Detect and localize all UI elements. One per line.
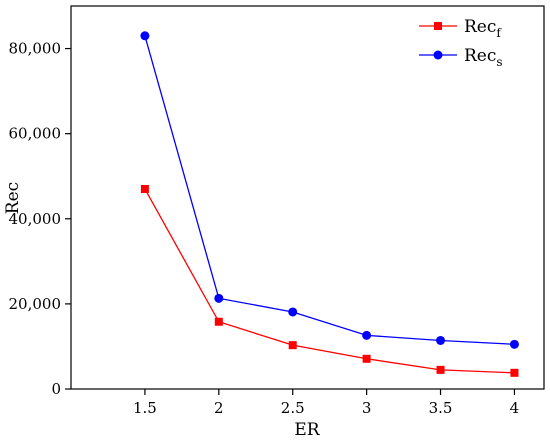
data-point — [510, 368, 519, 377]
x-tick-label: 1.5 — [133, 399, 157, 417]
legend-item: Recs — [419, 46, 503, 69]
data-point — [436, 365, 445, 374]
y-tick-label: 80,000 — [9, 40, 62, 58]
data-point — [214, 317, 223, 326]
legend-label: Recf — [464, 17, 502, 40]
legend-label-main: Rec — [464, 17, 496, 37]
series-s — [140, 31, 519, 349]
series-layer — [140, 31, 519, 377]
y-tick-label: 60,000 — [9, 125, 62, 143]
x-tick-label: 3 — [362, 399, 372, 417]
data-point — [436, 335, 446, 345]
series-line — [144, 35, 515, 345]
data-point — [362, 330, 372, 340]
data-point — [214, 293, 224, 303]
series-line — [144, 188, 515, 374]
y-tick-label: 0 — [51, 380, 61, 398]
x-tick-label: 4 — [510, 399, 520, 417]
x-tick-label: 3.5 — [429, 399, 453, 417]
y-axis-title: Rec — [3, 182, 23, 214]
legend-label-subscript: f — [496, 26, 502, 40]
data-point — [362, 354, 371, 363]
x-tick-label: 2.5 — [281, 399, 305, 417]
data-point — [288, 307, 298, 317]
x-axis-title: ER — [294, 420, 320, 440]
data-point — [140, 184, 149, 193]
y-tick-label: 20,000 — [9, 295, 62, 313]
series-f — [140, 184, 519, 377]
legend-label-subscript: s — [496, 55, 502, 69]
legend-marker — [433, 50, 443, 60]
legend-label-main: Rec — [464, 46, 496, 66]
legend-label: Recs — [464, 46, 503, 69]
legend-item: Recf — [419, 17, 502, 40]
data-point — [140, 31, 150, 41]
axes — [70, 5, 545, 390]
y-tick-label: 40,000 — [9, 210, 62, 228]
plot-frame — [70, 5, 545, 390]
x-tick-label: 2 — [214, 399, 224, 417]
data-point — [509, 339, 519, 349]
data-point — [288, 341, 297, 350]
ticks: 1.5 2 2.5 3 3.5 4 0 20,000 40,000 60,000 80,000 — [9, 40, 520, 417]
legend-marker — [434, 22, 442, 30]
